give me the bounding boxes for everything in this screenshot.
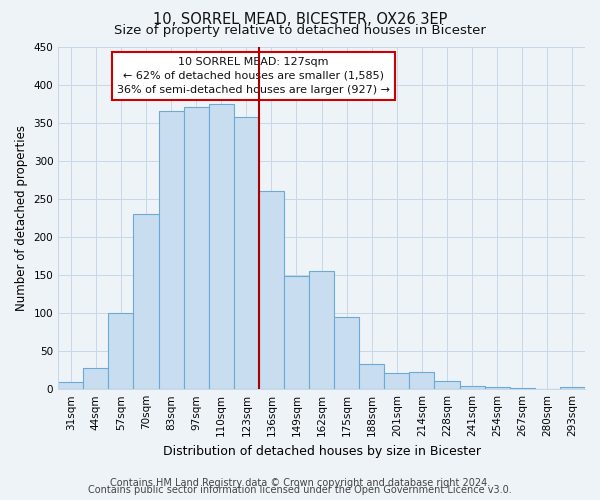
Text: Size of property relative to detached houses in Bicester: Size of property relative to detached ho…: [114, 24, 486, 37]
Bar: [133, 214, 158, 389]
Bar: [209, 104, 234, 389]
Bar: [309, 271, 334, 389]
Y-axis label: Number of detached properties: Number of detached properties: [15, 125, 28, 311]
Bar: [359, 364, 385, 389]
Bar: [58, 382, 83, 389]
Text: Contains HM Land Registry data © Crown copyright and database right 2024.: Contains HM Land Registry data © Crown c…: [110, 478, 490, 488]
Bar: [109, 313, 133, 389]
Bar: [83, 368, 109, 389]
Text: 10 SORREL MEAD: 127sqm
← 62% of detached houses are smaller (1,585)
36% of semi-: 10 SORREL MEAD: 127sqm ← 62% of detached…: [116, 57, 389, 95]
Bar: [234, 116, 259, 389]
Bar: [284, 276, 309, 389]
Bar: [385, 373, 409, 389]
X-axis label: Distribution of detached houses by size in Bicester: Distribution of detached houses by size …: [163, 444, 481, 458]
Bar: [460, 386, 485, 389]
Bar: [409, 372, 434, 389]
Bar: [510, 388, 535, 389]
Bar: [434, 381, 460, 389]
Bar: [485, 387, 510, 389]
Bar: [334, 317, 359, 389]
Bar: [259, 191, 284, 389]
Bar: [158, 111, 184, 389]
Text: Contains public sector information licensed under the Open Government Licence v3: Contains public sector information licen…: [88, 485, 512, 495]
Bar: [560, 387, 585, 389]
Text: 10, SORREL MEAD, BICESTER, OX26 3EP: 10, SORREL MEAD, BICESTER, OX26 3EP: [153, 12, 447, 28]
Bar: [184, 108, 209, 389]
